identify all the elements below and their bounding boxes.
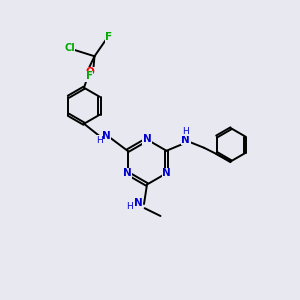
Text: O: O [85, 67, 94, 77]
Text: N: N [134, 198, 143, 208]
Text: N: N [142, 134, 152, 145]
Text: H: H [126, 202, 133, 211]
Text: Cl: Cl [64, 43, 75, 53]
Text: H: H [182, 127, 189, 136]
Text: H: H [96, 136, 102, 145]
Text: N: N [181, 135, 190, 145]
Text: F: F [86, 71, 93, 81]
Text: F: F [105, 32, 112, 42]
Text: N: N [101, 131, 110, 141]
Text: N: N [123, 168, 132, 178]
Text: N: N [162, 168, 171, 178]
